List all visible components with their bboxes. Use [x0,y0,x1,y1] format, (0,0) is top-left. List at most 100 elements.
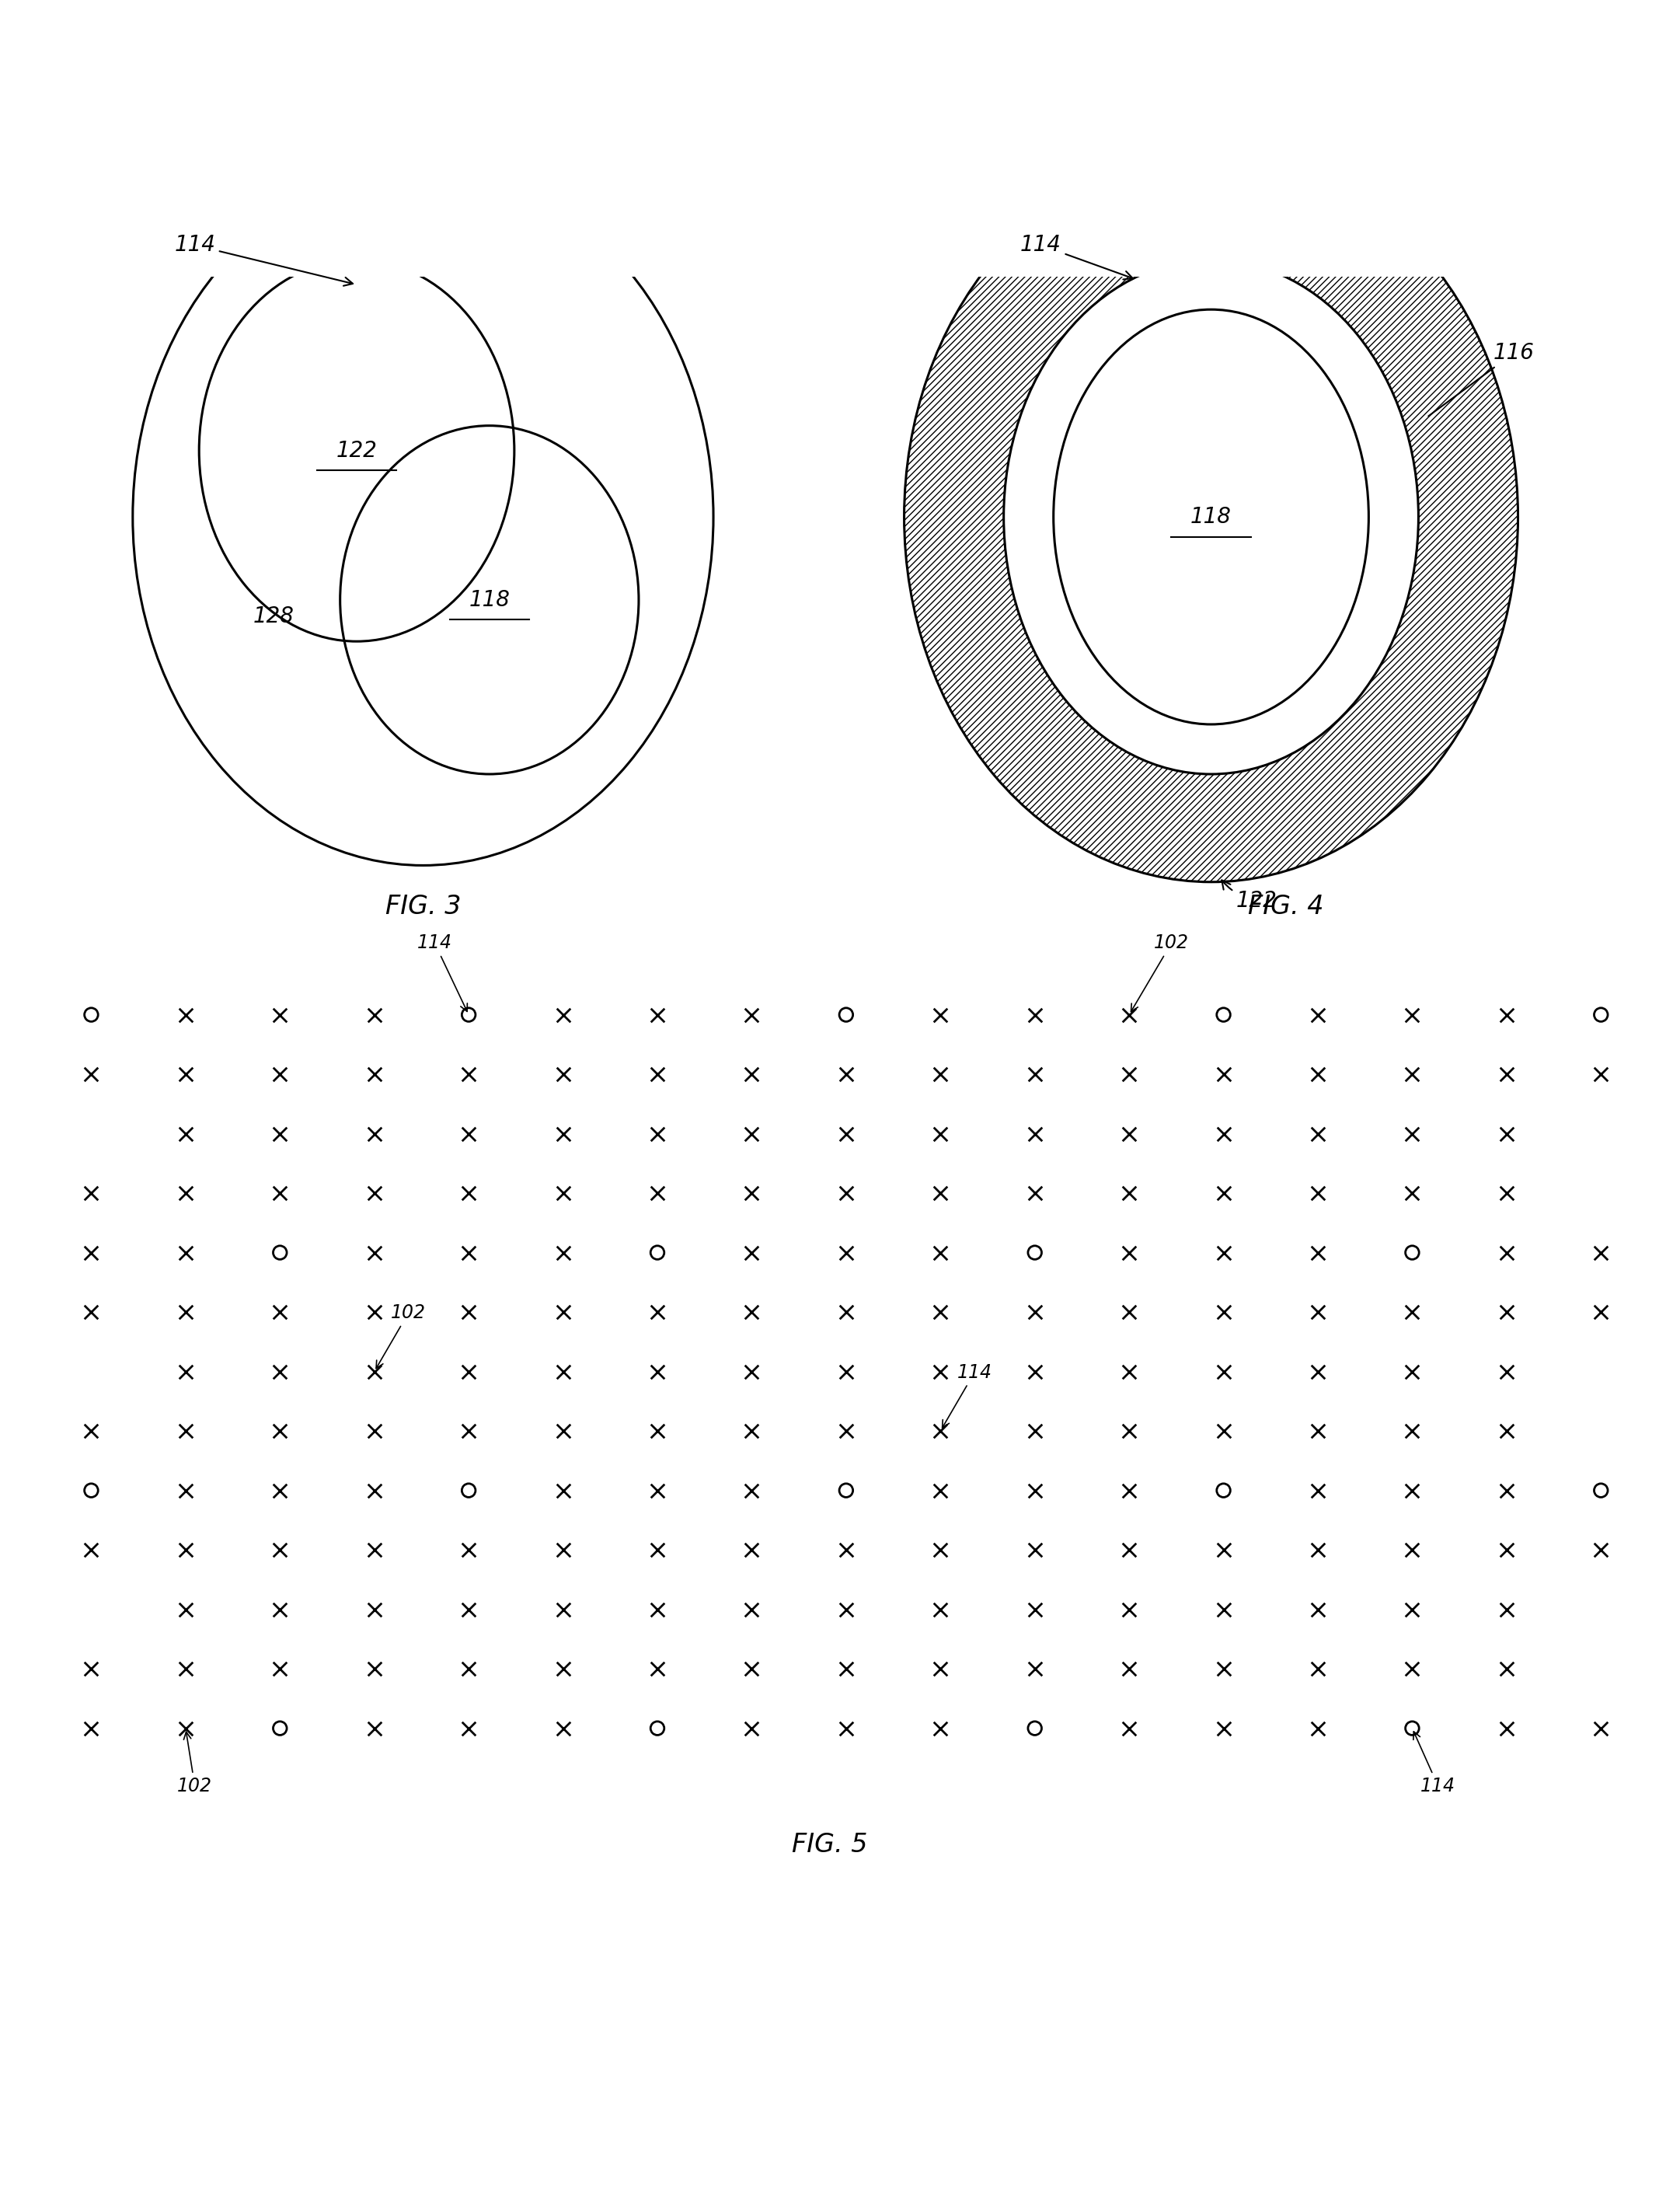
Point [78,998,105,1033]
Point [1304,1650,1331,1686]
Point [1117,1593,1143,1628]
Point [1209,1234,1236,1270]
Point [455,1593,481,1628]
Point [267,1234,294,1270]
Text: 102: 102 [377,1303,426,1369]
Point [549,1175,576,1210]
Point [267,1650,294,1686]
Point [549,1234,576,1270]
Point [833,1473,859,1509]
Point [1399,1175,1425,1210]
Point [1022,1354,1048,1389]
Point [1304,1413,1331,1449]
Point [1022,1175,1048,1210]
Point [549,1533,576,1568]
Point [455,1294,481,1329]
Point [738,1117,765,1152]
Point [1117,1175,1143,1210]
Point [1022,1413,1048,1449]
Point [1209,1354,1236,1389]
Point [644,998,670,1033]
Point [173,1354,199,1389]
Text: 102: 102 [178,1732,212,1796]
Point [644,1473,670,1509]
Point [1022,1057,1048,1093]
Point [1493,1473,1520,1509]
Point [267,998,294,1033]
Point [1493,1294,1520,1329]
Point [927,1413,954,1449]
Ellipse shape [1053,310,1369,723]
Text: 128: 128 [254,606,294,628]
Point [362,1057,388,1093]
Point [1304,1234,1331,1270]
Point [1209,1117,1236,1152]
Point [1493,1117,1520,1152]
Point [927,1710,954,1745]
Point [1399,1593,1425,1628]
Point [644,1117,670,1152]
Point [173,1057,199,1093]
Point [78,1175,105,1210]
Point [549,998,576,1033]
Point [362,1294,388,1329]
Point [1399,1057,1425,1093]
Point [833,1117,859,1152]
Point [1304,1710,1331,1745]
Point [833,1294,859,1329]
Point [1022,1117,1048,1152]
Point [1117,1057,1143,1093]
Point [1209,1593,1236,1628]
Point [1117,1354,1143,1389]
Point [267,1593,294,1628]
Point [1022,1294,1048,1329]
Point [738,1234,765,1270]
Point [267,1057,294,1093]
Point [362,1413,388,1449]
Point [549,1650,576,1686]
Point [173,998,199,1033]
Point [1399,1117,1425,1152]
Text: 102: 102 [1131,933,1190,1011]
Point [1022,1710,1048,1745]
Point [173,1710,199,1745]
Text: 122: 122 [1221,880,1277,911]
Point [173,1175,199,1210]
Point [549,1354,576,1389]
Point [644,1650,670,1686]
Point [1304,1533,1331,1568]
Point [173,1413,199,1449]
Point [927,1117,954,1152]
Point [738,1413,765,1449]
Point [1117,1117,1143,1152]
Point [78,1650,105,1686]
Point [833,1057,859,1093]
Point [644,1234,670,1270]
Point [173,1234,199,1270]
Text: FIG. 4: FIG. 4 [1248,894,1324,920]
Point [78,1473,105,1509]
Point [1493,1710,1520,1745]
Point [1117,998,1143,1033]
Point [1117,1294,1143,1329]
Point [927,1175,954,1210]
Point [173,1650,199,1686]
Point [738,1650,765,1686]
Text: 114: 114 [942,1363,992,1427]
Point [455,1650,481,1686]
Point [1399,1650,1425,1686]
Point [455,1473,481,1509]
Point [267,1473,294,1509]
Point [1493,1533,1520,1568]
Point [644,1413,670,1449]
Point [644,1710,670,1745]
Point [927,1294,954,1329]
Point [1209,1710,1236,1745]
Point [549,1057,576,1093]
Point [1304,1057,1331,1093]
Point [833,1175,859,1210]
Point [267,1117,294,1152]
Point [1209,998,1236,1033]
Point [78,1234,105,1270]
Point [1493,1354,1520,1389]
